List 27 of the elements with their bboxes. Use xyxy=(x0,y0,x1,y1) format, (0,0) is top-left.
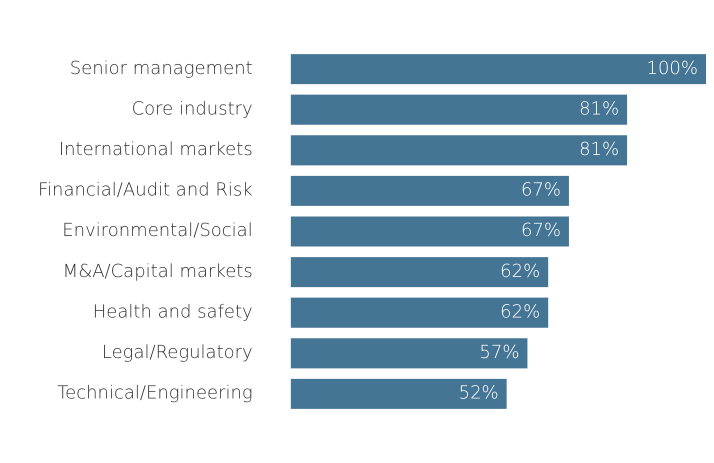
data-label: 57% xyxy=(479,342,520,363)
bar xyxy=(290,257,548,288)
data-label: 52% xyxy=(458,382,499,404)
bar xyxy=(290,378,507,409)
bar xyxy=(290,176,569,206)
y-tick-label: Health and safety xyxy=(92,301,253,322)
y-tick-label: International markets xyxy=(58,138,253,160)
data-label: 62% xyxy=(500,260,540,282)
y-tick-label: Financial/Audit and Risk xyxy=(38,180,253,201)
y-tick-label: Senior management xyxy=(70,58,253,79)
y-tick-label: Legal/Regulatory xyxy=(102,342,253,363)
bar xyxy=(290,216,569,247)
bar xyxy=(290,54,706,84)
data-label: 81% xyxy=(579,138,620,160)
data-label: 100% xyxy=(646,58,698,79)
y-tick-label: M&A/Capital markets xyxy=(62,260,253,282)
y-tick-label: Core industry xyxy=(132,98,253,120)
data-label: 62% xyxy=(500,301,540,322)
y-tick-label: Technical/Engineering xyxy=(57,382,253,404)
data-label: 67% xyxy=(520,180,561,201)
data-label: 81% xyxy=(579,98,620,120)
y-tick-label: Environmental/Social xyxy=(62,220,253,242)
bar xyxy=(290,298,548,328)
bar xyxy=(290,338,528,368)
bar xyxy=(290,135,628,166)
data-label: 67% xyxy=(520,220,561,242)
bar xyxy=(290,94,628,125)
